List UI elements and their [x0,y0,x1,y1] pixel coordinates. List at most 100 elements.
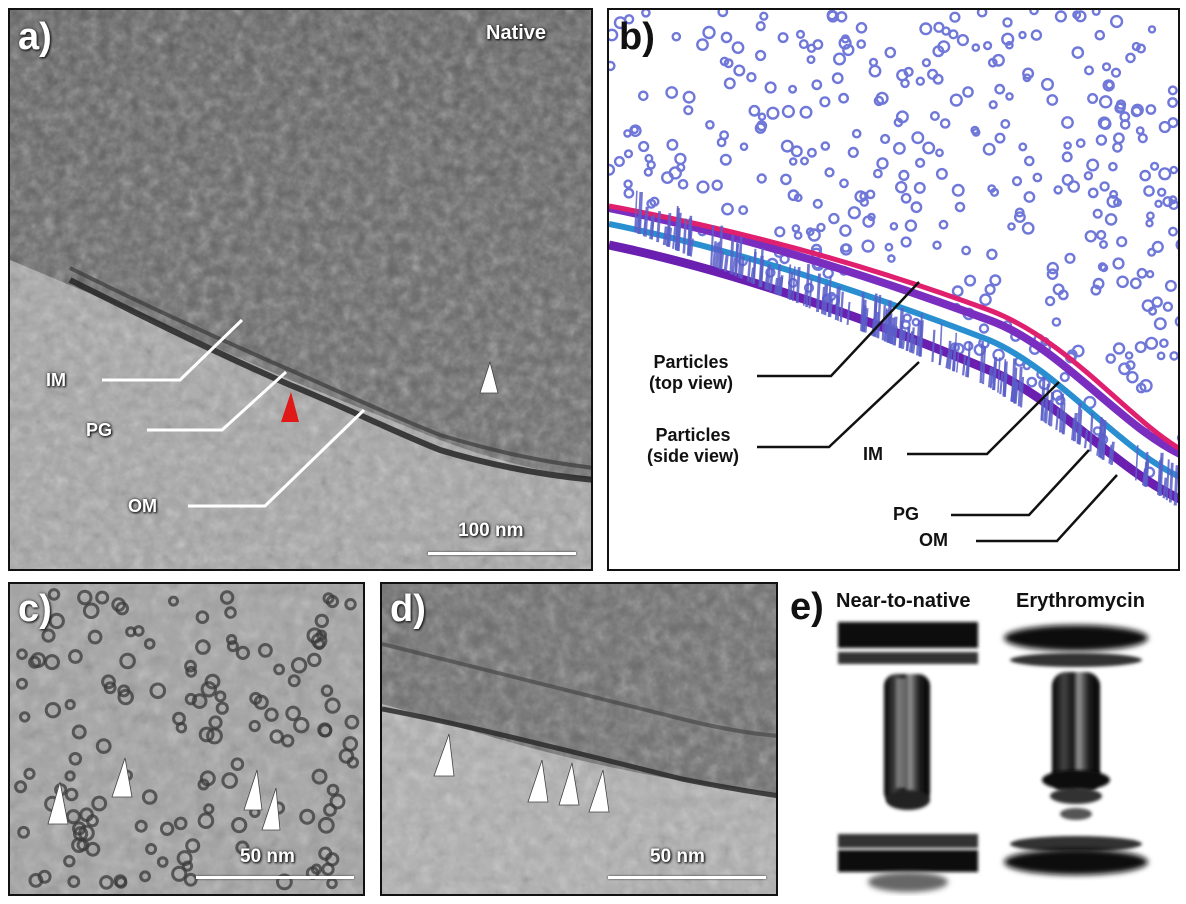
particle-top-view-mark [1126,371,1139,384]
particle-ring-mark [269,729,284,744]
particle-top-view-mark [777,32,789,44]
particle-side-view-mark [1078,409,1083,445]
scale-label-a: 100 nm [458,520,524,541]
particle-side-view-mark [769,268,774,292]
particle-top-view-mark [841,243,851,253]
particle-top-view-mark [790,145,803,158]
particle-ring-mark [224,606,237,619]
panel-e-image [838,622,1148,892]
particle-top-view-mark [932,73,944,85]
particle-side-view-mark [863,307,869,333]
particle-top-view-mark [1095,134,1108,146]
particle-top-view-mark [1154,199,1163,209]
white-arrowhead-icon [47,781,69,825]
particle-ring-mark [141,789,158,805]
particle-ring-mark [191,693,208,709]
particle-top-view-mark [1029,10,1039,16]
particle-side-view-mark [955,351,960,373]
particle-top-view-mark [720,31,733,44]
particle-top-view-mark [875,91,889,105]
particle-top-view-mark [623,187,635,199]
particle-top-view-mark [1030,29,1043,41]
particle-top-view-mark [921,58,932,68]
particle-top-view-mark [757,112,767,121]
particle-side-view-mark [1083,429,1089,449]
particle-top-view-mark [1018,30,1027,40]
particle-ring-mark [230,757,245,771]
particle-side-view-mark [938,349,943,366]
particle-side-view-mark [637,212,642,234]
particle-ring-mark [264,707,279,722]
particle-top-view-mark [806,55,816,65]
particle-top-view-mark [1124,351,1134,360]
panel-d-image [382,584,776,894]
particle-top-view-mark [1023,191,1036,203]
particle-top-view-mark [781,104,796,119]
particle-top-view-mark [1046,268,1059,281]
particle-top-view-mark [929,110,940,121]
particle-top-view-mark [994,132,1006,144]
particle-ring-mark [176,850,193,867]
particle-top-view-mark [861,239,875,253]
particle-side-view-mark [712,241,717,267]
particle-side-view-mark [1002,359,1007,397]
particle-ring-mark [134,819,148,833]
particle-top-view-mark [854,190,867,203]
particle-top-view-mark [935,148,944,158]
particle-top-view-mark [733,64,746,77]
panel-a-label: a) [18,16,52,58]
particle-top-view-mark [1104,213,1118,226]
particle-ring-mark [318,723,333,738]
particle-top-view-mark [832,52,846,66]
particle-top-view-mark [1063,141,1072,150]
particle-top-view-mark [911,131,925,145]
pg-band [609,221,1178,480]
particle-ring-mark [185,665,198,678]
particle-top-view-mark [892,141,906,155]
particle-ring-mark [28,655,42,669]
particle-side-view-mark [734,240,739,277]
particle-side-view-mark [828,298,834,318]
particle-top-view-mark [1021,221,1035,235]
particle-top-view-mark [876,157,889,170]
particle-top-view-mark [939,118,951,129]
particle-top-view-mark [1137,133,1148,144]
panel-c-label: c) [18,588,52,630]
particle-top-view-mark [1104,80,1115,90]
particle-ring-mark [338,748,355,764]
particle-ring-mark [117,688,134,706]
pg-label-a: PG [86,420,113,440]
particle-ring-mark [159,821,175,837]
particle-top-view-mark [1145,104,1157,115]
particle-top-view-mark [738,205,749,216]
particle-ring-mark [41,628,56,643]
particle-ring-mark [139,870,152,883]
particle-top-view-mark [873,95,885,107]
particle-side-view-mark [874,311,880,338]
particle-ring-mark [276,873,293,891]
particle-side-view-mark [981,346,987,385]
particle-top-view-mark [793,230,803,240]
particle-top-view-mark [1005,92,1014,101]
particle-ring-mark [149,682,167,700]
white-arrowhead-icon [111,757,133,798]
scale-bar-a [428,552,576,555]
near-to-native-title: Near-to-native [836,590,971,612]
white-arrowhead-icon [243,769,263,811]
particle-top-view-mark [893,117,904,128]
particle-top-view-mark [661,171,674,185]
particle-top-view-mark [1146,211,1155,221]
particle-top-view-mark [1125,52,1136,64]
particle-top-view-mark [787,189,800,202]
particle-top-view-mark [887,254,896,263]
particle-ring-mark [68,752,83,766]
particle-top-view-mark [1151,240,1164,254]
particle-top-view-mark [1141,299,1155,312]
particle-top-view-mark [915,157,926,169]
scale-label-d: 50 nm [650,846,705,867]
particle-ring-mark [199,770,216,787]
particle-ring-mark [226,640,239,653]
particle-top-view-mark [1083,171,1094,181]
particle-side-view-mark [1110,441,1115,466]
particle-top-view-mark [780,139,794,153]
